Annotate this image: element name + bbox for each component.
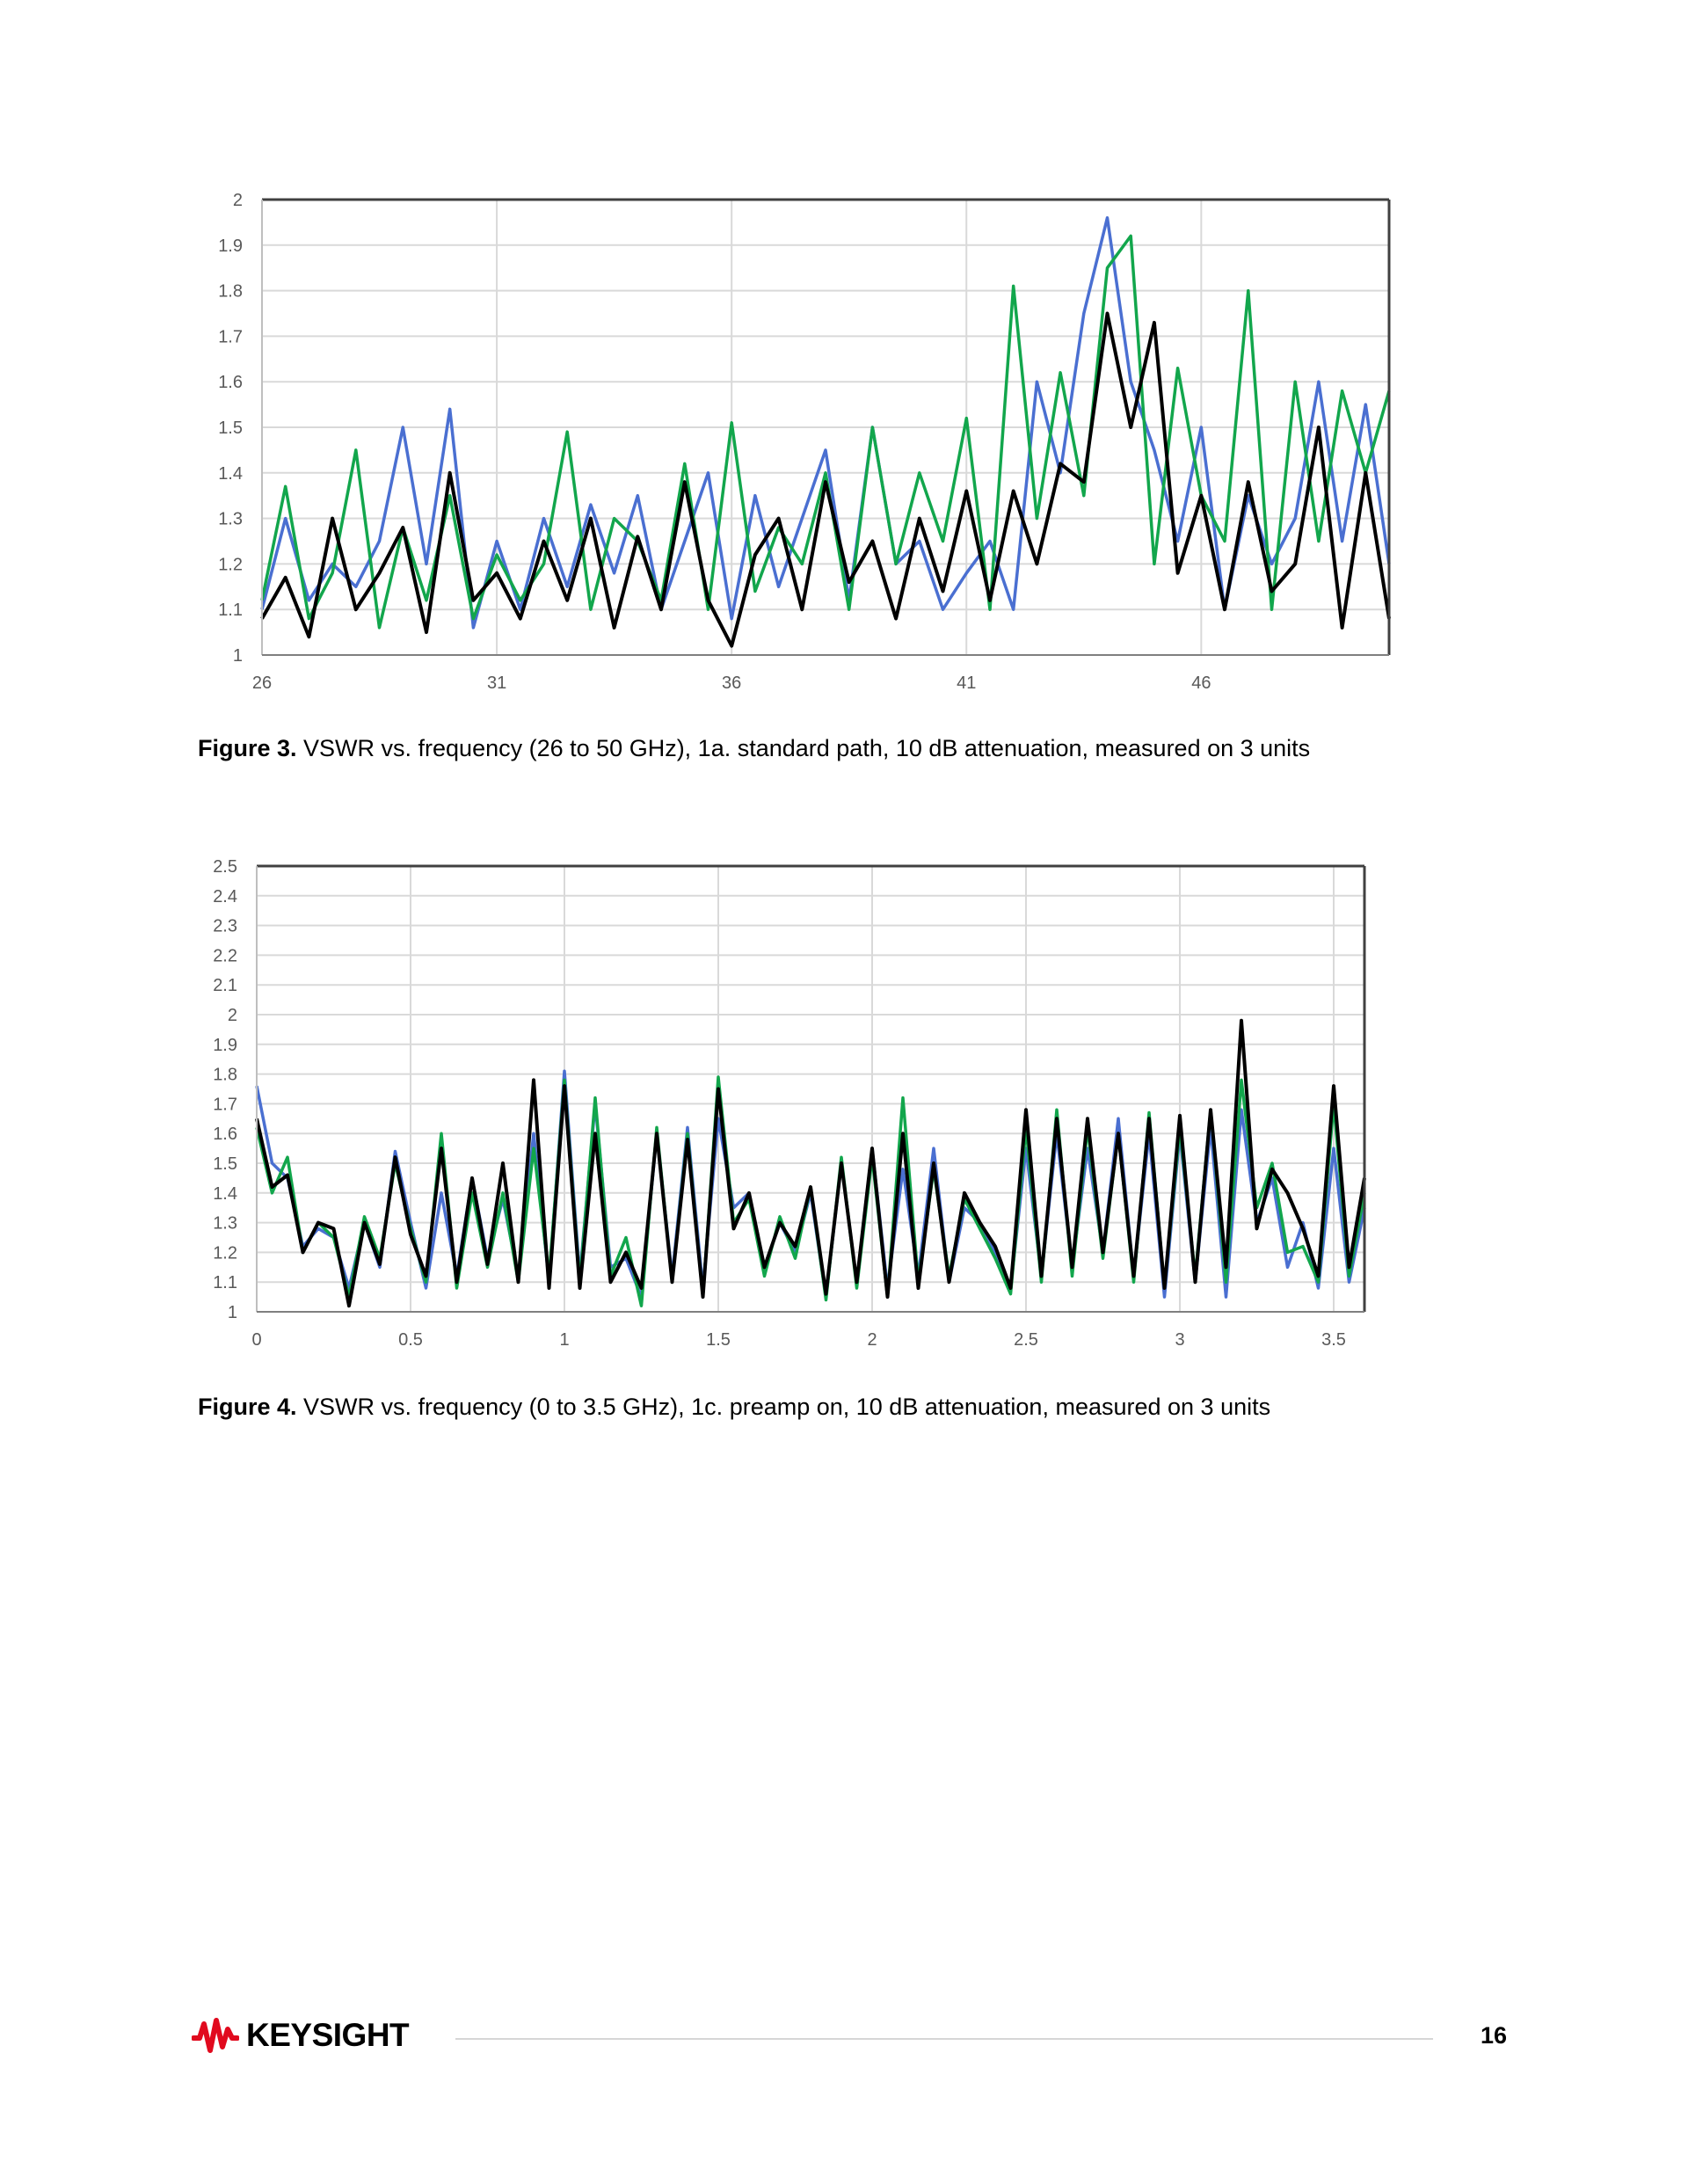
series-line-unit-3 [255, 1018, 1366, 1308]
brand-name: KEYSIGHT [246, 2017, 410, 2053]
y-tick-label: 1.3 [213, 1214, 237, 1234]
x-tick-label: 36 [722, 673, 741, 693]
y-tick-label: 1.9 [213, 1036, 237, 1055]
y-tick-label: 1.8 [218, 282, 243, 302]
figure-4-chart: 1 1.1 1.2 1.3 1.4 1.5 1.6 1.7 1.8 1.9 2 2.1 2.2 2.3 2.… [0, 840, 1688, 1358]
x-tick-label: 41 [957, 673, 976, 693]
series-line-unit-1 [260, 215, 1391, 630]
y-tick-label: 1.2 [213, 1243, 237, 1263]
y-tick-label: 1.8 [213, 1066, 237, 1085]
figure-4-caption-label: Figure 4. [198, 1394, 297, 1420]
y-tick-label: 2 [233, 191, 243, 210]
figure-3-caption: Figure 3. VSWR vs. frequency (26 to 50 G… [198, 733, 1310, 763]
figure-4-caption-text: VSWR vs. frequency (0 to 3.5 GHz), 1c. p… [296, 1394, 1271, 1420]
y-tick-label: 1.7 [213, 1095, 237, 1114]
x-tick-label: 2 [867, 1330, 877, 1350]
figure-3-chart: 1 1.1 1.2 1.3 1.4 1.5 1.6 1.7 1.8 1.9 2 26 31 36 41 46 [0, 176, 1688, 721]
y-tick-label: 2.3 [213, 917, 237, 936]
figure-3-plot: 1 1.1 1.2 1.3 1.4 1.5 1.6 1.7 1.8 1.9 2 26 31 36 41 46 [218, 191, 1391, 693]
y-tick-label: 1.7 [218, 327, 243, 346]
figure-3-caption-label: Figure 3. [198, 735, 297, 761]
y-tick-label: 1 [228, 1303, 237, 1322]
x-tick-label: 26 [252, 673, 272, 693]
page-number: 16 [1481, 2022, 1508, 2049]
y-tick-label: 2.5 [213, 857, 237, 877]
x-tick-label: 31 [487, 673, 506, 693]
x-tick-label: 3.5 [1321, 1330, 1346, 1350]
figure-3-caption-text: VSWR vs. frequency (26 to 50 GHz), 1a. s… [296, 735, 1311, 761]
y-tick-label: 1.3 [218, 510, 243, 529]
x-tick-label: 0 [251, 1330, 261, 1350]
y-tick-label: 1.1 [213, 1273, 237, 1292]
y-tick-label: 1.6 [213, 1125, 237, 1144]
keysight-logo: KEYSIGHT [192, 2013, 410, 2057]
figure-4-plot: 1 1.1 1.2 1.3 1.4 1.5 1.6 1.7 1.8 1.9 2 2.1 2.2 2.3 2.… [213, 857, 1366, 1350]
y-tick-label: 1.6 [218, 373, 243, 392]
x-tick-label: 1 [559, 1330, 569, 1350]
y-tick-label: 1.4 [213, 1184, 237, 1204]
y-tick-label: 1.5 [213, 1154, 237, 1174]
x-tick-label: 1.5 [706, 1330, 731, 1350]
x-tick-label: 3 [1175, 1330, 1184, 1350]
footer-divider [455, 2038, 1433, 2040]
x-tick-label: 2.5 [1014, 1330, 1038, 1350]
y-tick-label: 1.5 [218, 419, 243, 438]
y-tick-label: 1.2 [218, 555, 243, 574]
y-tick-label: 1.9 [218, 237, 243, 256]
figure-4-caption: Figure 4. VSWR vs. frequency (0 to 3.5 G… [198, 1392, 1270, 1422]
x-tick-label: 0.5 [398, 1330, 423, 1350]
series-line-unit-3 [260, 311, 1391, 648]
y-tick-label: 1 [233, 646, 243, 666]
y-tick-label: 2.1 [213, 976, 237, 995]
y-tick-label: 2.2 [213, 946, 237, 965]
y-tick-label: 1.1 [218, 601, 243, 620]
y-tick-label: 2.4 [213, 887, 237, 906]
x-tick-label: 46 [1191, 673, 1211, 693]
y-tick-label: 2 [228, 1006, 237, 1025]
y-tick-label: 1.4 [218, 464, 243, 484]
keysight-wave-icon [192, 2018, 239, 2053]
